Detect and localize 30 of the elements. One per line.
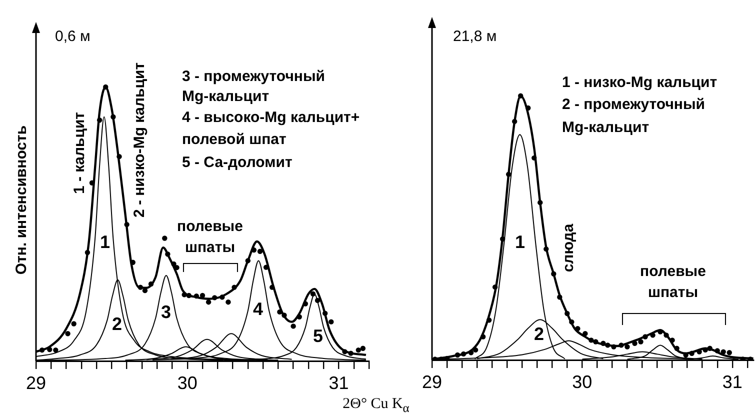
x-tick-label: 31 (722, 372, 742, 392)
annotation: 2 - низко-Mg кальцит (131, 62, 148, 218)
annotation: 1 (514, 232, 526, 252)
annotation: 4 (252, 298, 264, 319)
annotation: 1 (100, 232, 110, 252)
x-tick-label: 30 (177, 372, 198, 393)
annotation: 5 - Са-доломит (182, 154, 292, 172)
annotation: 1 - кальцит (71, 112, 88, 194)
annotation: 4 - высоко-Mg кальцит+ (182, 109, 360, 126)
x-tick-label: 31 (328, 372, 349, 393)
annotation: слюда (560, 223, 578, 272)
x-tick-label: 29 (422, 372, 442, 392)
x-axis-title: 2Θ° Cu K$_{α}$ (342, 396, 410, 416)
annotation: 5 (312, 326, 324, 346)
annotation: Mg-кальцит (562, 119, 650, 136)
annotation: полевые шпаты (177, 218, 243, 256)
annotation: 2 - промежуточный (562, 96, 705, 114)
annotation: полевые шпаты (640, 263, 706, 302)
annotation: 3 (160, 302, 172, 322)
y-axis-title: Отн. интенсивность (13, 125, 30, 275)
text: 1 - низко-Mg кальцит (562, 74, 718, 92)
text: 3 - промежуточный (182, 68, 325, 86)
x-tick-label: 30 (572, 372, 592, 392)
chart-title: 21,8 м (453, 28, 497, 46)
x-tick-label: 29 (26, 372, 46, 393)
annotation: Mg-кальцит (182, 88, 270, 106)
annotation: 2 (112, 314, 122, 334)
chart-title: 0,6 м (55, 28, 90, 46)
annotation: полевой шпат (182, 131, 286, 148)
annotation: 2 (534, 324, 544, 344)
